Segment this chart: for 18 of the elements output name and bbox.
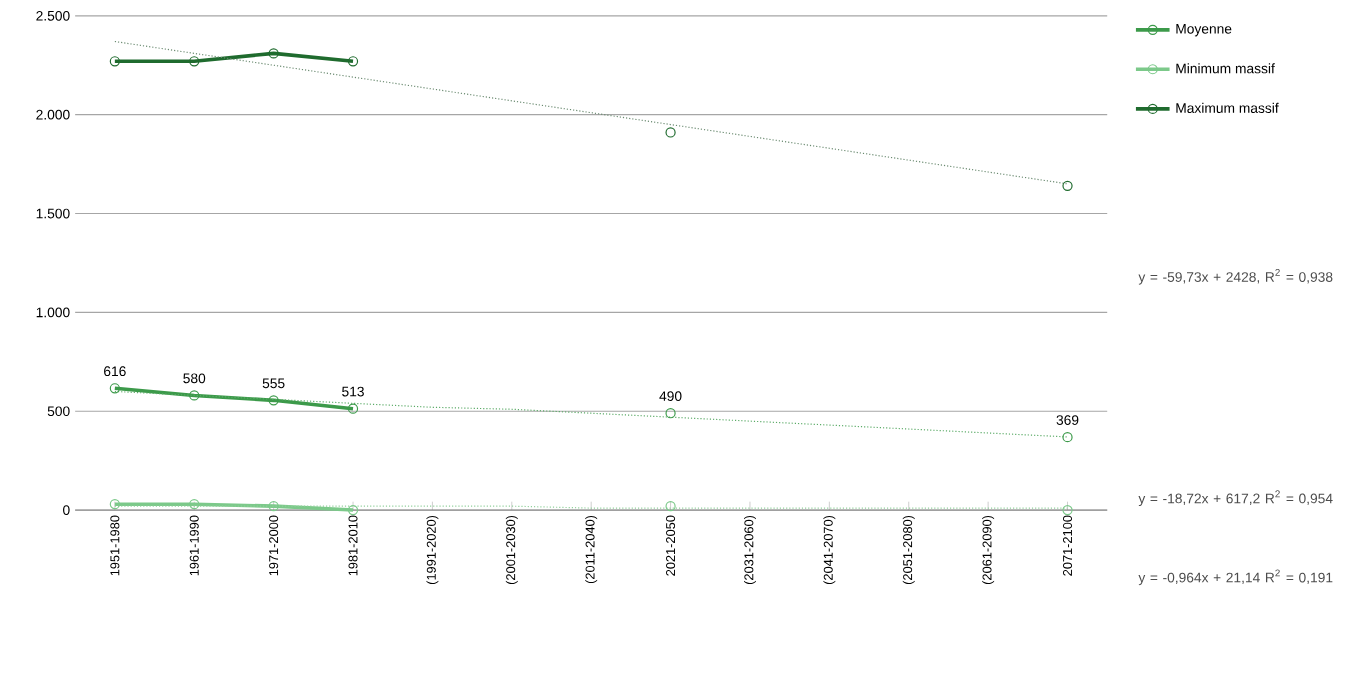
point (347, 403, 359, 414)
point (1062, 432, 1073, 443)
point (189, 499, 200, 510)
point (665, 501, 676, 512)
point (109, 56, 120, 67)
point (268, 48, 279, 59)
point (268, 395, 279, 406)
point (1062, 180, 1073, 191)
point (109, 499, 120, 510)
point (1062, 505, 1073, 516)
point (665, 127, 676, 138)
point (268, 501, 279, 512)
point (347, 56, 359, 67)
point (189, 56, 200, 67)
point (189, 390, 200, 401)
point (347, 505, 359, 516)
point (665, 408, 676, 419)
point (109, 383, 120, 394)
